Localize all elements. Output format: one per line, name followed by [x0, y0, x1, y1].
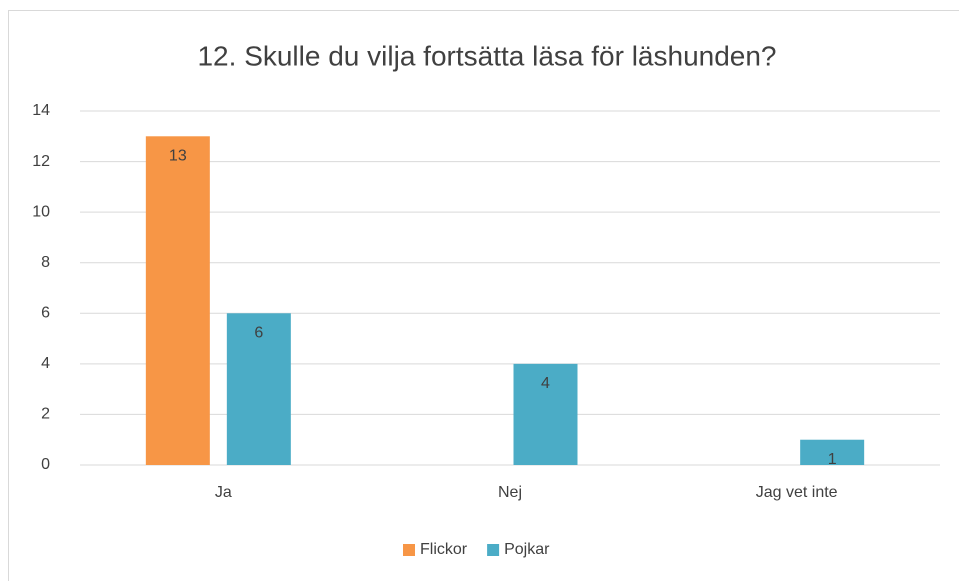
y-tick-label: 10: [32, 203, 50, 220]
x-tick-label: Ja: [215, 484, 232, 501]
y-tick-label: 2: [41, 406, 50, 423]
y-tick-label: 12: [32, 153, 50, 170]
data-label: 1: [828, 451, 837, 468]
chart-title: 12. Skulle du vilja fortsätta läsa för l…: [197, 40, 776, 71]
bar: [226, 313, 291, 465]
y-tick-label: 4: [41, 355, 50, 372]
y-tick-label: 0: [41, 456, 50, 473]
data-label: 4: [541, 375, 550, 392]
y-tick-label: 6: [41, 305, 50, 322]
legend-swatch: [403, 544, 415, 556]
bar: [513, 363, 578, 465]
legend-swatch: [487, 544, 500, 556]
legend-label: Pojkar: [504, 541, 550, 558]
bar: [800, 439, 865, 465]
x-tick-label: Nej: [498, 484, 522, 501]
x-tick-label: Jag vet inte: [756, 484, 838, 501]
data-label: 13: [169, 148, 187, 165]
bar: [145, 136, 210, 466]
y-tick-label: 8: [41, 254, 50, 271]
data-label: 6: [254, 325, 263, 342]
y-tick-label: 14: [32, 102, 50, 119]
legend-label: Flickor: [420, 541, 468, 558]
